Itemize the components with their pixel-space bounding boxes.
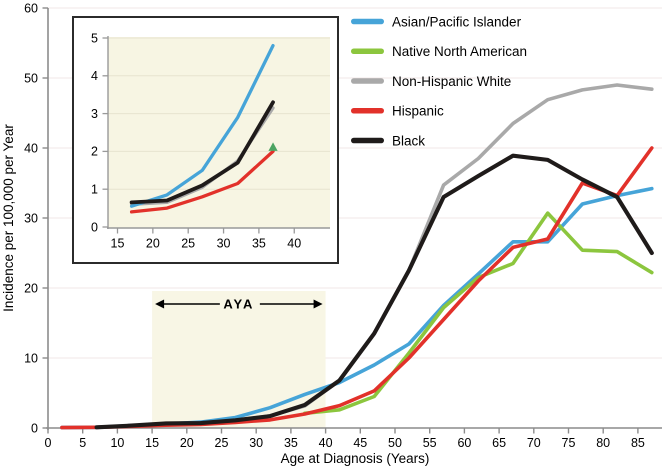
y-tick-label: 0: [31, 421, 38, 435]
inset-x-tick-label: 25: [181, 237, 195, 251]
y-tick-label: 50: [24, 71, 38, 85]
inset-y-tick-label: 3: [91, 107, 98, 121]
aya-shaded-region: AYA: [152, 291, 326, 428]
inset-line-hispanic: [129, 149, 275, 214]
x-tick-label: 80: [596, 436, 610, 450]
legend-label: Asian/Pacific Islander: [392, 14, 522, 29]
legend-swatch-black: [351, 137, 384, 144]
legend-swatch-non-hispanic-white: [351, 78, 384, 84]
x-tick-label: 10: [110, 436, 124, 450]
inset-x-tick-label: 40: [287, 237, 301, 251]
inset-line-black: [129, 100, 275, 205]
series-line-native-north-american: [302, 211, 654, 416]
aya-arrow-right-head: [313, 299, 323, 309]
inset-plot-background: [108, 37, 330, 228]
legend-label: Non-Hispanic White: [392, 74, 511, 89]
legend-swatch-native-north-american: [351, 48, 384, 54]
x-tick-label: 35: [284, 436, 298, 450]
inset-y-tick-label: 0: [91, 220, 98, 234]
x-tick-label: 55: [423, 436, 437, 450]
legend-label: Black: [392, 133, 425, 148]
inset-y-tick-label: 2: [91, 145, 98, 159]
inset-line-asian-pacific-islander: [129, 43, 275, 208]
x-tick-label: 5: [79, 436, 86, 450]
x-tick-label: 70: [527, 436, 541, 450]
legend-label: Native North American: [392, 44, 527, 59]
legend-label: Hispanic: [392, 104, 444, 119]
y-tick-label: 30: [24, 211, 38, 225]
x-tick-label: 15: [145, 436, 159, 450]
y-tick-label: 60: [24, 1, 38, 15]
inset-y-tick-label: 1: [91, 183, 98, 197]
x-tick-label: 85: [631, 436, 645, 450]
y-tick-label: 20: [24, 281, 38, 295]
inset-y-tick-label: 5: [91, 31, 98, 45]
aya-arrow-left-head: [155, 299, 165, 309]
y-axis-title: Incidence per 100,000 per Year: [1, 124, 16, 312]
y-tick-label: 10: [24, 351, 38, 365]
legend-swatch-asian-pacific-islander: [351, 18, 384, 25]
aya-label: AYA: [223, 297, 254, 312]
x-tick-label: 75: [562, 436, 576, 450]
x-tick-label: 25: [215, 436, 229, 450]
inset-marker-native-north-american: [268, 142, 278, 151]
aya-band: [152, 291, 326, 428]
inset-x-tick-label: 15: [111, 237, 125, 251]
x-tick-label: 30: [249, 436, 263, 450]
x-tick-label: 0: [45, 436, 52, 450]
x-tick-label: 65: [492, 436, 506, 450]
series-line-black: [94, 153, 654, 430]
inset-y-tick-label: 4: [91, 69, 98, 83]
inset-x-tick-label: 35: [252, 237, 266, 251]
inset-chart: 0 1 2 3 4 5 15 20 25 30 35 40: [72, 16, 339, 264]
x-tick-label: 40: [319, 436, 333, 450]
x-tick-label: 45: [353, 436, 367, 450]
y-tick-label: 40: [24, 141, 38, 155]
inset-x-tick-label: 20: [146, 237, 160, 251]
legend-swatch-hispanic: [351, 108, 384, 114]
x-tick-label: 60: [457, 436, 471, 450]
legend: Asian/Pacific Islander Native North Ameri…: [351, 14, 527, 148]
x-tick-label: 50: [388, 436, 402, 450]
x-tick-label: 20: [180, 436, 194, 450]
x-axis-title: Age at Diagnosis (Years): [281, 451, 430, 466]
main-series-lines: [60, 83, 654, 430]
inset-x-tick-label: 30: [217, 237, 231, 251]
